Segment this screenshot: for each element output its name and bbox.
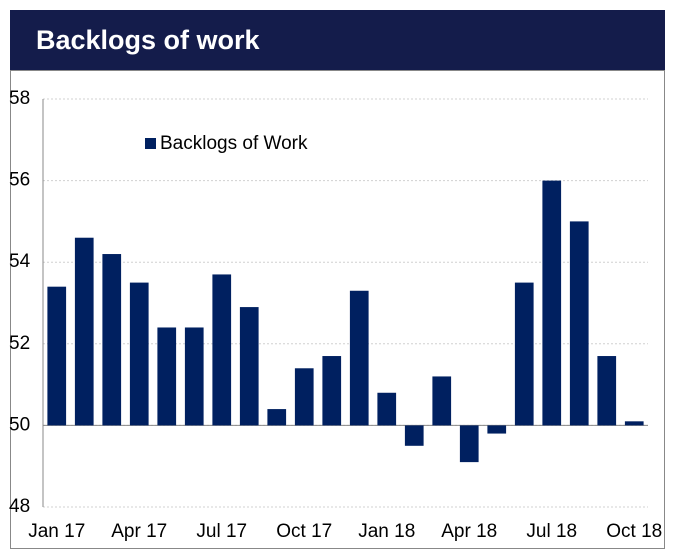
bar — [624, 421, 644, 426]
bar — [322, 356, 342, 426]
y-tick-label: 52 — [9, 333, 30, 354]
bar — [212, 274, 232, 426]
bar — [542, 180, 562, 426]
y-tick-label: 48 — [9, 496, 30, 517]
bar — [514, 282, 534, 426]
bar — [294, 368, 314, 426]
x-tick-label: Oct 17 — [276, 521, 332, 542]
y-tick-label: 54 — [9, 251, 31, 272]
bar — [569, 221, 589, 426]
x-tick-label: Jan 18 — [358, 521, 415, 542]
legend-label: Backlogs of Work — [160, 133, 308, 154]
bar — [239, 307, 259, 426]
bar — [129, 282, 149, 426]
bar — [47, 286, 67, 426]
x-tick-label: Oct 18 — [606, 521, 662, 542]
legend-swatch — [145, 138, 156, 149]
y-tick-label: 58 — [9, 88, 30, 109]
bar — [404, 425, 424, 446]
bar — [432, 376, 452, 426]
chart-title: Backlogs of work — [36, 25, 261, 55]
bar — [267, 409, 287, 426]
x-tick-label: Jan 17 — [28, 521, 85, 542]
x-tick-label: Apr 17 — [111, 521, 167, 542]
bar — [459, 425, 479, 463]
title-banner — [10, 10, 665, 70]
bar — [157, 327, 177, 426]
bar — [377, 392, 397, 426]
x-tick-label: Jul 18 — [526, 521, 577, 542]
x-tick-label: Jul 17 — [196, 521, 247, 542]
bar — [102, 254, 122, 426]
bar — [74, 237, 94, 426]
y-tick-label: 50 — [9, 414, 30, 435]
bar — [184, 327, 204, 426]
bar — [349, 290, 369, 426]
bar — [487, 425, 507, 434]
x-tick-label: Apr 18 — [441, 521, 497, 542]
bar — [597, 356, 617, 426]
y-tick-label: 56 — [9, 170, 30, 191]
